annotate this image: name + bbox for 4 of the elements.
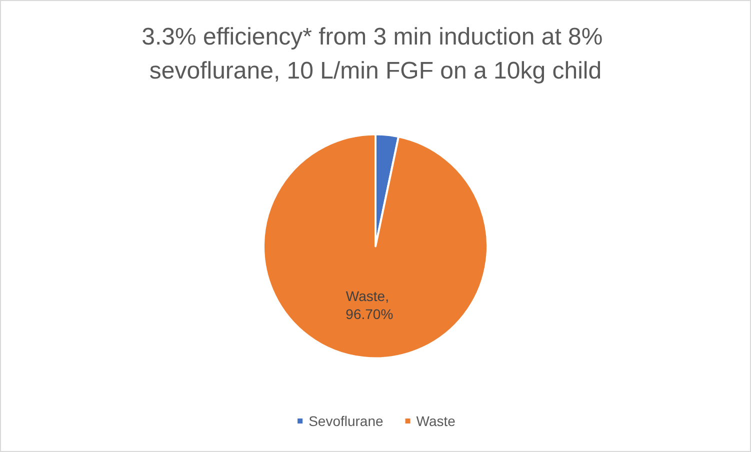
data-label: Waste, 96.70% — [346, 288, 394, 322]
legend-label: Sevoflurane — [308, 413, 384, 429]
legend-label: Waste — [416, 413, 456, 429]
chart-title: 3.3% efficiency* from 3 min induction at 8% sevoflurane, 10 L/min FGF on a 10kg child — [142, 24, 610, 84]
